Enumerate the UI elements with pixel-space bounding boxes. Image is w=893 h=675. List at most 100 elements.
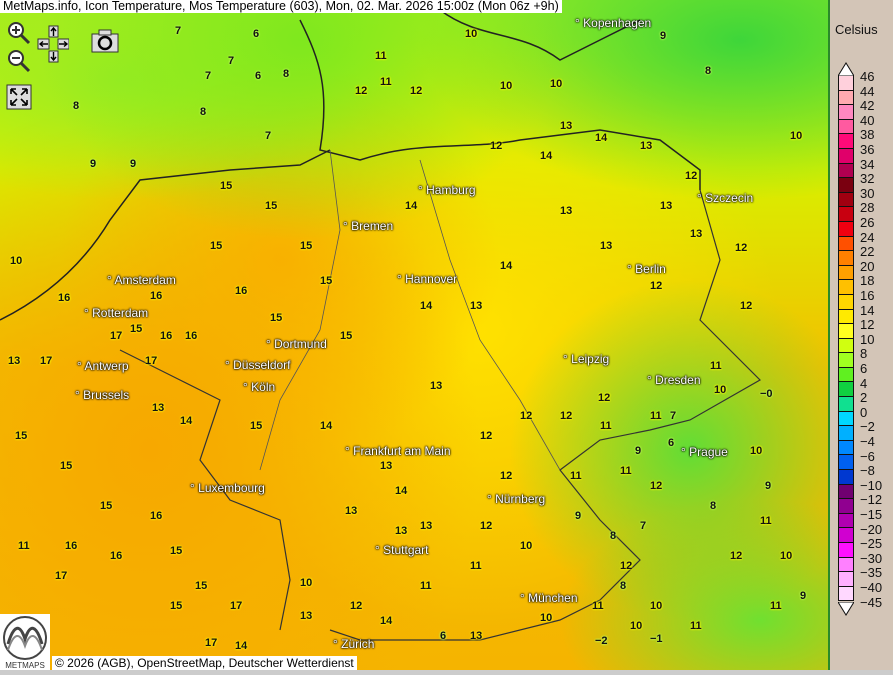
temperature-value: 11	[760, 515, 772, 527]
temperature-value: 17	[230, 600, 243, 612]
legend-label: −45	[860, 594, 883, 610]
legend-swatch	[838, 134, 854, 149]
temperature-value: 13	[640, 140, 653, 152]
temperature-map[interactable]: 7 6 7 7 6 8 8 8 7 9 9 11 11 12 12 12 10 10 10 9 8 10 13 14 13 12 1…	[0, 0, 828, 670]
city-label: Leipzig	[563, 352, 609, 366]
temperature-value: 17	[145, 355, 158, 367]
city-label: Hannover	[397, 272, 457, 286]
legend-swatch	[838, 484, 854, 500]
legend-swatch	[838, 586, 854, 602]
temperature-value: 13	[470, 300, 483, 312]
temperature-legend: Celsius 46 44 42 40 38 36 34 32 30 28 26 24 22 20 18 16…	[828, 0, 893, 670]
legend-label: 42	[860, 98, 875, 114]
temperature-value: 9	[660, 30, 667, 42]
temperature-value: 11	[620, 465, 632, 477]
temperature-value: 14	[380, 615, 393, 627]
legend-swatch	[838, 265, 854, 281]
temperature-value: 15	[270, 312, 283, 324]
temperature-value: 15	[130, 323, 143, 335]
temperature-value: 15	[320, 275, 333, 287]
legend-label: 24	[860, 229, 875, 245]
legend-swatch	[838, 90, 854, 106]
temperature-value: 13	[560, 120, 573, 132]
temperature-value: 11	[592, 600, 604, 612]
temperature-value: 7	[670, 410, 677, 422]
pan-arrows-icon[interactable]	[37, 25, 70, 68]
legend-swatch	[838, 309, 854, 325]
temperature-value: −2	[595, 635, 608, 647]
temperature-value: 11	[420, 580, 432, 592]
legend-swatch	[838, 148, 854, 164]
temperature-value: 10	[540, 612, 553, 624]
legend-label: 34	[860, 156, 875, 172]
legend-label: 20	[860, 258, 875, 274]
temperature-value: 15	[15, 430, 28, 442]
temperature-value: 10	[630, 620, 643, 632]
legend-swatch	[838, 440, 854, 456]
legend-label: 28	[860, 200, 875, 216]
legend-swatch	[838, 178, 854, 193]
temperature-value: 14	[420, 300, 433, 312]
city-label: München	[520, 591, 577, 605]
legend-swatch	[838, 251, 854, 266]
temperature-value: 10	[465, 28, 478, 40]
legend-swatch	[838, 236, 854, 252]
city-label: Brussels	[75, 388, 129, 402]
city-label: Bremen	[343, 219, 393, 233]
temperature-value: 14	[235, 640, 248, 652]
city-label: Stuttgart	[375, 543, 428, 557]
temperature-value: 10	[750, 445, 763, 457]
temperature-value: 15	[60, 460, 73, 472]
camera-icon[interactable]	[91, 29, 119, 58]
temperature-value: 12	[355, 85, 368, 97]
temperature-value: 8	[200, 106, 207, 118]
temperature-value: 10	[780, 550, 793, 562]
legend-label: −12	[860, 492, 883, 508]
temperature-value: 10	[500, 80, 513, 92]
temperature-value: 11	[690, 620, 702, 632]
temperature-value: 16	[65, 540, 78, 552]
temperature-value: 15	[195, 580, 208, 592]
legend-label: 22	[860, 244, 875, 260]
temperature-value: 9	[130, 158, 137, 170]
temperature-value: 12	[410, 85, 423, 97]
temperature-value: −1	[650, 633, 663, 645]
fullscreen-icon[interactable]	[6, 84, 32, 115]
legend-label: −30	[860, 550, 883, 566]
zoom-in-icon[interactable]	[6, 20, 32, 51]
temperature-value: 6	[668, 437, 675, 449]
temperature-value: 14	[320, 420, 333, 432]
legend-swatch	[838, 353, 854, 368]
temperature-value: 13	[430, 380, 443, 392]
temperature-value: 11	[375, 50, 387, 62]
temperature-value: 16	[150, 510, 163, 522]
temperature-value: 12	[685, 170, 698, 182]
legend-label: 26	[860, 215, 875, 230]
temperature-value: 15	[100, 500, 113, 512]
zoom-out-icon[interactable]	[6, 48, 32, 79]
temperature-value: 15	[220, 180, 233, 192]
legend-swatch	[838, 294, 854, 310]
temperature-value: 7	[228, 55, 235, 67]
city-label: Amsterdam	[107, 273, 175, 287]
svg-text:METMAPS: METMAPS	[5, 661, 45, 670]
temperature-value: 14	[180, 415, 193, 427]
legend-swatch	[838, 513, 854, 529]
temperature-value: 13	[560, 205, 573, 217]
temperature-value: 11	[570, 470, 582, 482]
temperature-value: 8	[283, 68, 290, 80]
city-label: Rotterdam	[84, 306, 148, 320]
map-title: MetMaps.info, Icon Temperature, Mos Temp…	[0, 0, 562, 13]
temperature-value: 9	[635, 445, 642, 457]
metmaps-logo[interactable]: METMAPS	[0, 614, 50, 670]
legend-label: −20	[860, 521, 883, 537]
temperature-value: 10	[650, 600, 663, 612]
legend-label: 6	[860, 361, 868, 376]
attribution-credit[interactable]: © 2026 (AGB), OpenStreetMap, Deutscher W…	[52, 656, 357, 670]
city-label: Szczecin	[697, 191, 753, 205]
temperature-value: 17	[40, 355, 53, 367]
legend-label: 2	[860, 390, 868, 406]
temperature-value: 9	[575, 510, 582, 522]
temperature-value: 13	[600, 240, 613, 252]
legend-swatch	[838, 470, 854, 485]
